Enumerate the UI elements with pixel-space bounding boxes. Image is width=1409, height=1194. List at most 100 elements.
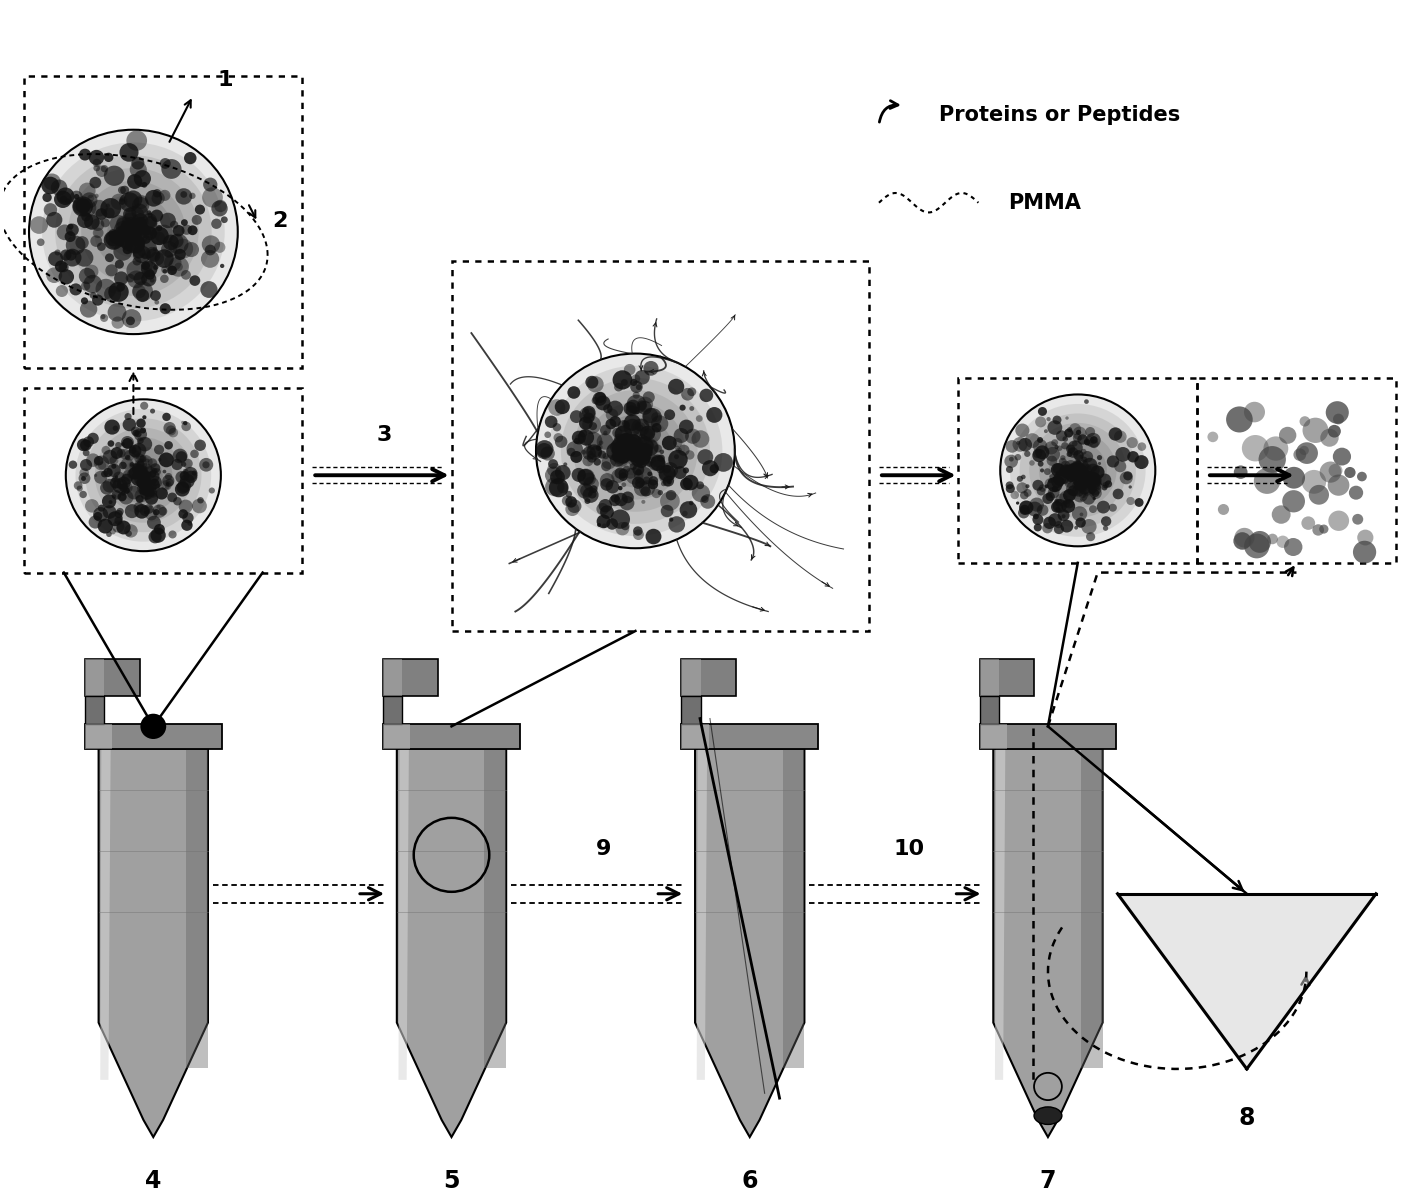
Circle shape [104,419,120,435]
Circle shape [1068,441,1082,455]
Circle shape [1208,431,1219,442]
Circle shape [148,505,152,510]
Circle shape [1020,505,1030,515]
Circle shape [194,204,206,215]
Circle shape [1072,473,1088,488]
Circle shape [1067,481,1082,497]
Circle shape [619,486,623,491]
Bar [682,696,700,725]
Circle shape [1312,524,1324,536]
Circle shape [148,213,152,217]
Circle shape [1071,461,1085,474]
Circle shape [161,480,172,491]
Circle shape [125,222,139,235]
Circle shape [610,453,624,467]
Circle shape [1022,475,1026,479]
Circle shape [624,364,635,375]
Circle shape [76,408,211,542]
Circle shape [643,408,658,423]
Circle shape [93,512,103,521]
Circle shape [138,216,158,234]
Circle shape [623,401,637,416]
Circle shape [214,241,225,253]
Circle shape [613,453,623,462]
Circle shape [142,485,154,497]
Circle shape [75,248,93,266]
Circle shape [123,438,132,449]
Circle shape [596,445,602,451]
Circle shape [581,450,586,455]
Circle shape [182,420,185,424]
Circle shape [1064,501,1069,507]
Circle shape [100,481,114,494]
Circle shape [643,392,655,404]
Circle shape [111,447,123,458]
Circle shape [593,392,607,406]
Circle shape [633,456,644,467]
Circle shape [101,445,110,455]
Circle shape [149,252,165,265]
Circle shape [117,484,123,488]
Circle shape [583,431,602,450]
Circle shape [586,402,685,499]
Circle shape [94,427,192,523]
Circle shape [689,500,693,505]
Circle shape [630,449,638,457]
Circle shape [1103,525,1109,531]
Circle shape [1038,407,1047,416]
Circle shape [132,463,144,475]
Circle shape [183,458,193,468]
Circle shape [1116,447,1130,462]
Circle shape [603,405,613,413]
Circle shape [589,423,597,430]
Polygon shape [1081,749,1103,1069]
Circle shape [168,257,189,277]
Circle shape [1072,460,1082,469]
Circle shape [1047,417,1051,421]
Circle shape [638,433,647,442]
Circle shape [621,482,626,487]
Circle shape [659,449,664,454]
Circle shape [145,233,151,238]
Circle shape [65,198,70,204]
Circle shape [1055,507,1061,512]
Circle shape [1068,485,1079,496]
Circle shape [107,441,114,447]
Circle shape [106,253,114,263]
Circle shape [1089,505,1098,513]
Circle shape [1055,430,1067,442]
Circle shape [144,227,156,240]
Circle shape [118,186,125,193]
Circle shape [1105,485,1107,488]
Circle shape [99,461,106,469]
Circle shape [179,499,193,513]
Circle shape [131,223,138,230]
Circle shape [1129,485,1131,488]
Circle shape [645,529,661,544]
Circle shape [1254,468,1281,494]
Circle shape [1072,426,1086,441]
Circle shape [151,210,163,222]
Circle shape [139,505,151,516]
Circle shape [1068,448,1078,457]
Circle shape [635,478,645,488]
Circle shape [637,437,647,447]
Circle shape [633,392,640,399]
Circle shape [606,408,619,420]
Bar [979,696,999,725]
Circle shape [199,458,213,472]
Circle shape [697,449,713,464]
Circle shape [152,247,158,251]
Circle shape [633,464,644,475]
Circle shape [46,211,62,228]
Circle shape [643,476,651,485]
Circle shape [123,309,141,328]
Circle shape [111,478,116,481]
Circle shape [1327,425,1341,437]
Circle shape [1084,439,1091,445]
Circle shape [185,470,197,484]
Circle shape [173,239,193,259]
Circle shape [588,454,596,462]
Circle shape [101,165,108,172]
Circle shape [149,408,155,413]
